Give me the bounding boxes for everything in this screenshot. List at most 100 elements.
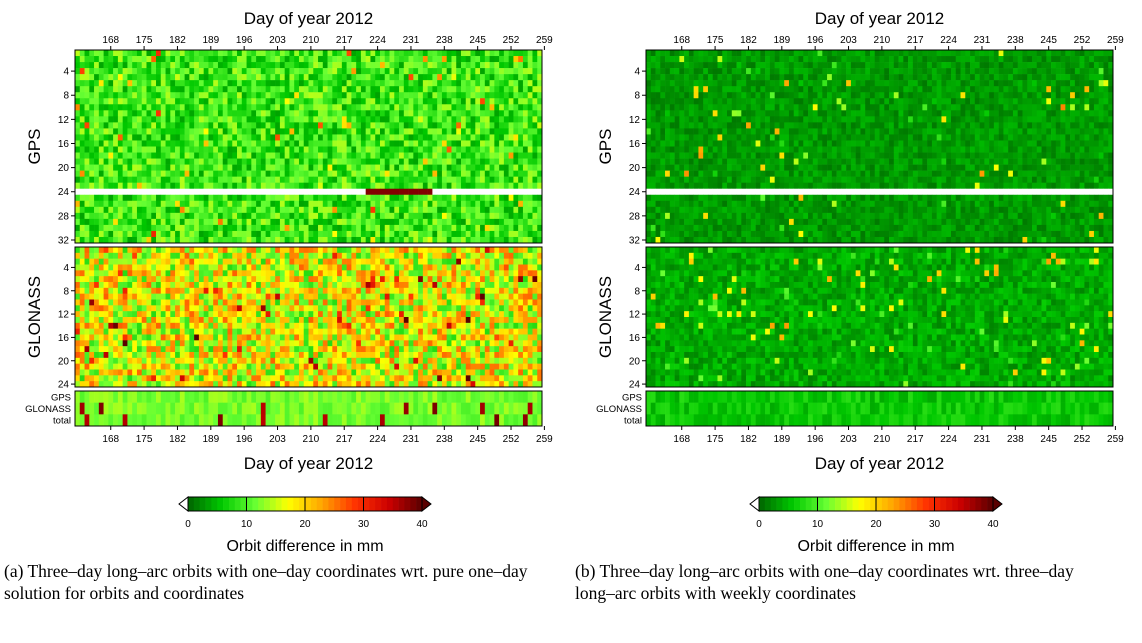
heatmap-cell xyxy=(489,299,495,306)
heatmap-cell xyxy=(408,128,414,135)
heatmap-cell xyxy=(341,98,347,105)
heatmap-cell xyxy=(432,276,438,283)
heatmap-cell xyxy=(446,287,452,294)
heatmap-cell xyxy=(465,164,471,171)
heatmap-cell xyxy=(365,230,371,238)
heatmap-cell xyxy=(313,110,319,117)
heatmap-cell xyxy=(265,334,271,341)
heatmap-cell xyxy=(303,270,309,277)
heatmap-cell xyxy=(484,322,490,329)
heatmap-cell xyxy=(389,299,395,306)
heatmap-cell xyxy=(375,80,381,87)
heatmap-cell xyxy=(298,236,305,244)
heatmap-cell xyxy=(484,317,490,324)
heatmap-cell xyxy=(456,116,462,123)
heatmap-cell xyxy=(432,98,438,105)
heatmap-cell xyxy=(499,50,505,57)
heatmap-cell xyxy=(399,110,405,117)
heatmap-cell xyxy=(403,182,409,190)
heatmap-cell xyxy=(427,98,433,105)
heatmap-cell xyxy=(294,334,300,341)
heatmap-cell xyxy=(370,122,376,129)
heatmap-cell xyxy=(494,305,500,312)
heatmap-cell xyxy=(446,158,452,165)
heatmap-cell xyxy=(251,116,257,123)
heatmap-cell xyxy=(279,104,285,111)
heatmap-cell xyxy=(165,236,171,244)
heatmap-cell xyxy=(284,50,290,57)
heatmap-cell xyxy=(389,110,395,117)
heatmap-cell xyxy=(527,116,533,123)
heatmap-cell xyxy=(246,224,252,232)
heatmap-cell xyxy=(465,200,471,208)
heatmap-cell xyxy=(146,158,152,165)
heatmap-cell xyxy=(460,74,467,81)
heatmap-cell xyxy=(451,317,457,324)
heatmap-cell xyxy=(294,86,300,93)
heatmap-cell xyxy=(294,128,300,135)
heatmap-cell xyxy=(175,276,181,283)
heatmap-cell xyxy=(256,188,262,196)
heatmap-cell xyxy=(465,176,471,183)
heatmap-cell xyxy=(217,74,224,81)
heatmap-cell xyxy=(527,252,533,259)
heatmap-cell xyxy=(298,170,305,177)
heatmap-cell xyxy=(89,328,95,335)
heatmap-cell xyxy=(375,264,381,271)
heatmap-cell xyxy=(422,334,428,341)
heatmap-cell xyxy=(413,276,419,283)
heatmap-cell xyxy=(94,86,100,93)
heatmap-cell xyxy=(375,86,381,93)
heatmap-cell xyxy=(322,282,328,289)
heatmap-cell xyxy=(522,56,529,63)
heatmap-cell xyxy=(360,212,366,220)
heatmap-cell xyxy=(408,305,414,312)
heatmap-cell xyxy=(432,50,438,57)
heatmap-cell xyxy=(289,50,295,57)
heatmap-cell xyxy=(532,80,538,87)
heatmap-cell xyxy=(422,206,428,214)
heatmap-cell xyxy=(518,146,524,153)
heatmap-cell xyxy=(284,236,290,244)
heatmap-cell xyxy=(98,293,104,300)
heatmap-cell xyxy=(408,346,414,353)
heatmap-cell xyxy=(360,264,366,271)
heatmap-cell xyxy=(208,293,214,300)
heatmap-cell xyxy=(446,104,452,111)
heatmap-cell xyxy=(270,230,276,238)
heatmap-cell xyxy=(117,200,123,208)
heatmap-cell xyxy=(298,188,305,196)
heatmap-cell xyxy=(499,74,505,81)
heatmap-cell xyxy=(75,104,81,111)
heatmap-cell xyxy=(470,236,476,244)
heatmap-cell xyxy=(537,170,543,177)
heatmap-cell xyxy=(470,299,476,306)
heatmap-cell xyxy=(94,116,100,123)
heatmap-cell xyxy=(284,258,290,265)
heatmap-cell xyxy=(451,86,457,93)
heatmap-cell xyxy=(108,194,114,202)
heatmap-cell xyxy=(141,110,147,117)
heatmap-cell xyxy=(356,258,362,265)
heatmap-cell xyxy=(308,152,314,159)
heatmap-cell xyxy=(222,352,228,359)
heatmap-cell xyxy=(170,346,176,353)
heatmap-cell xyxy=(179,305,185,312)
heatmap-cell xyxy=(217,212,224,220)
heatmap-cell xyxy=(179,293,185,300)
heatmap-cell xyxy=(122,264,128,271)
heatmap-cell xyxy=(117,128,123,135)
heatmap-cell xyxy=(141,182,147,190)
heatmap-cell xyxy=(265,340,271,347)
heatmap-cell xyxy=(384,152,390,159)
heatmap-cell xyxy=(79,282,85,289)
heatmap-cell xyxy=(237,230,243,238)
heatmap-cell xyxy=(313,188,319,196)
heatmap-cell xyxy=(360,230,366,238)
heatmap-cell xyxy=(341,68,347,75)
heatmap-cell xyxy=(346,218,352,226)
heatmap-cell xyxy=(346,258,352,265)
heatmap-cell xyxy=(84,264,90,271)
heatmap-cell xyxy=(437,270,443,277)
heatmap-cell xyxy=(170,74,176,81)
